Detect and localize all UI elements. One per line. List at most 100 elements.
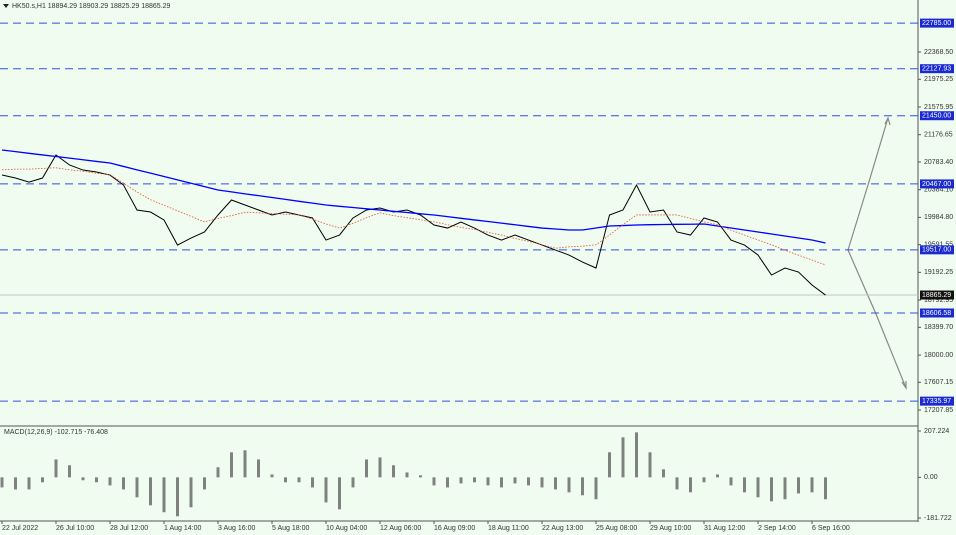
level-label: 19517.00 bbox=[922, 247, 951, 254]
level-label: 17335.97 bbox=[922, 398, 951, 405]
price-line bbox=[1, 149, 826, 244]
macd-bar bbox=[243, 450, 247, 478]
current-price-label: 18865.29 bbox=[922, 292, 951, 299]
macd-bar bbox=[608, 452, 611, 478]
macd-bar bbox=[554, 477, 557, 490]
macd-bar bbox=[743, 477, 746, 493]
y-tick-label: 20384.10 bbox=[924, 187, 953, 194]
macd-bar bbox=[81, 477, 85, 481]
x-tick-label: 26 Jul 10:00 bbox=[56, 525, 94, 532]
macd-bar bbox=[446, 477, 449, 488]
macd-bar bbox=[797, 477, 800, 494]
level-label-box bbox=[920, 245, 954, 255]
macd-bar bbox=[729, 477, 733, 486]
level-label-box bbox=[920, 308, 954, 318]
x-tick-label: 28 Jul 12:00 bbox=[110, 525, 148, 532]
x-tick-label: 10 Aug 04:00 bbox=[326, 525, 367, 532]
x-tick-label: 3 Aug 16:00 bbox=[218, 525, 255, 532]
y-tick-label: 21975.25 bbox=[924, 76, 953, 83]
macd-bar bbox=[27, 477, 31, 490]
macd-bar bbox=[122, 477, 125, 490]
level-label-box bbox=[920, 396, 954, 406]
macd-bar bbox=[0, 477, 4, 488]
macd-bar bbox=[297, 477, 301, 483]
price-line bbox=[1, 154, 826, 296]
up-projection bbox=[847, 117, 889, 251]
y-tick-label: 18000.00 bbox=[924, 352, 953, 359]
macd-bar bbox=[284, 477, 287, 483]
x-tick-label: 22 Aug 13:00 bbox=[542, 525, 583, 532]
macd-bar bbox=[270, 474, 274, 478]
macd-bar bbox=[405, 472, 409, 478]
y-tick-label: 18792.95 bbox=[924, 297, 953, 304]
macd-bar bbox=[689, 477, 692, 493]
x-tick-label: 18 Aug 11:00 bbox=[488, 525, 529, 532]
current-price-box bbox=[920, 290, 954, 300]
macd-bar bbox=[513, 477, 517, 484]
y-tick-label: 20783.40 bbox=[924, 159, 953, 166]
macd-bar bbox=[257, 459, 260, 478]
macd-bar bbox=[95, 477, 98, 483]
x-tick-label: 31 Aug 12:00 bbox=[704, 525, 745, 532]
x-tick-label: 12 Aug 06:00 bbox=[380, 525, 421, 532]
level-label-box bbox=[920, 179, 954, 189]
level-label-box bbox=[920, 64, 954, 74]
macd-tick-label: -181.722 bbox=[924, 515, 952, 522]
level-label: 20467.00 bbox=[922, 181, 951, 188]
macd-bar bbox=[419, 475, 422, 478]
macd-bar bbox=[648, 452, 652, 478]
level-label: 21450.00 bbox=[922, 113, 951, 120]
x-tick-label: 25 Aug 08:00 bbox=[596, 525, 637, 532]
y-tick-label: 17607.15 bbox=[924, 379, 953, 386]
macd-bar bbox=[176, 477, 179, 517]
macd-bar bbox=[662, 469, 665, 478]
macd-bar bbox=[459, 477, 463, 484]
macd-bar bbox=[365, 459, 368, 478]
y-tick-label: 19984.80 bbox=[924, 214, 953, 221]
level-label-box bbox=[920, 18, 954, 28]
macd-bar bbox=[635, 432, 638, 478]
macd-bar bbox=[203, 477, 206, 490]
x-tick-label: 1 Aug 14:00 bbox=[164, 525, 201, 532]
y-tick-label: 22368.50 bbox=[924, 49, 953, 56]
y-tick-label: 21176.65 bbox=[924, 132, 953, 139]
macd-bar bbox=[716, 474, 719, 478]
macd-bar bbox=[216, 467, 220, 478]
x-tick-label: 6 Sep 16:00 bbox=[812, 525, 850, 532]
y-tick-label: 21575.95 bbox=[924, 104, 953, 111]
y-tick-label: 19192.25 bbox=[924, 269, 953, 276]
macd-bar bbox=[770, 477, 773, 502]
macd-bar bbox=[675, 477, 679, 490]
macd-bar bbox=[338, 477, 341, 510]
macd-bar bbox=[810, 477, 814, 493]
projection-arrows bbox=[847, 116, 907, 390]
level-label: 18606.58 bbox=[922, 310, 951, 317]
macd-bar bbox=[702, 477, 706, 483]
x-tick-label: 29 Aug 10:00 bbox=[650, 525, 691, 532]
macd-bar bbox=[756, 477, 760, 498]
arrow-head bbox=[884, 116, 891, 126]
macd-bar bbox=[135, 477, 139, 498]
macd-bar bbox=[149, 477, 152, 506]
y-tick-label: 19591.55 bbox=[924, 241, 953, 248]
x-tick-label: 2 Sep 14:00 bbox=[758, 525, 796, 532]
macd-bar bbox=[230, 452, 233, 478]
macd-bar bbox=[162, 477, 166, 513]
level-label: 22127.93 bbox=[922, 66, 951, 73]
level-label-box bbox=[920, 111, 954, 121]
macd-bar bbox=[324, 477, 328, 503]
arrow-head bbox=[901, 381, 907, 390]
macd-bar bbox=[54, 459, 58, 478]
macd-bar bbox=[594, 477, 598, 500]
macd-bar bbox=[621, 437, 625, 478]
macd-bar bbox=[581, 477, 584, 496]
macd-bar bbox=[41, 477, 44, 483]
macd-bar bbox=[500, 477, 503, 488]
macd-bar bbox=[108, 477, 112, 486]
y-tick-label: 18399.70 bbox=[924, 324, 953, 331]
price-line bbox=[1, 167, 826, 266]
macd-bar bbox=[378, 457, 382, 478]
macd-title: MACD(12,26,9) -102.715 -76.408 bbox=[4, 429, 108, 436]
macd-bar bbox=[527, 477, 530, 486]
